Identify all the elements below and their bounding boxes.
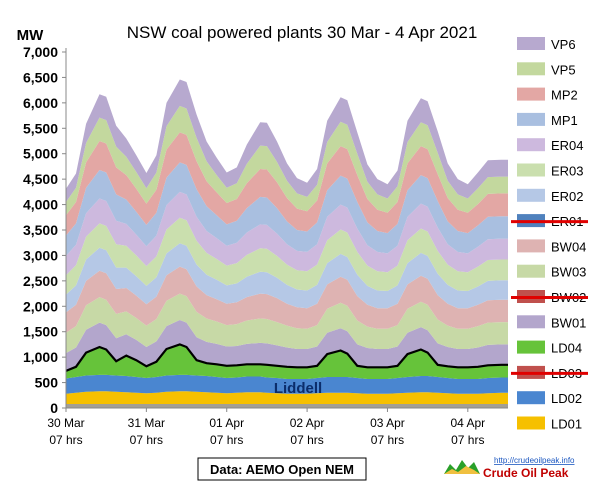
y-tick-label: 1,000	[23, 349, 58, 365]
source-box-frame	[197, 457, 367, 481]
legend-label: ER04	[551, 138, 584, 153]
legend-item-bw04: BW04	[517, 239, 586, 254]
y-tick-label: 7,000	[23, 44, 58, 60]
x-tick-label-hour: 07 hrs	[451, 433, 484, 447]
legend-label: LD01	[551, 417, 582, 432]
legend-item-bw01: BW01	[517, 315, 586, 330]
area-bw04	[66, 266, 508, 333]
area-mp1	[66, 162, 508, 256]
y-tick-label: 2,500	[23, 273, 58, 289]
legend-item-ld02: LD02	[517, 391, 582, 406]
area-series-group	[66, 79, 508, 408]
legend-item-mp1: MP1	[517, 112, 578, 128]
axes-group: 0 500 1,000 1,500 2,000 2,500 3,000 3,500 4,000 4…	[23, 44, 508, 447]
legend-label: MP1	[551, 113, 578, 128]
x-tick-label-date: 31 Mar	[128, 416, 165, 430]
y-axis-label: MW	[17, 27, 44, 44]
legend-item-er02: ER02	[517, 188, 584, 204]
x-tick-label-date: 01 Apr	[209, 416, 244, 430]
legend-item-ld03: LD03	[511, 365, 588, 381]
area-ld04	[66, 344, 508, 379]
y-tick-label: 2,000	[23, 298, 58, 314]
legend-swatch	[517, 87, 545, 101]
legend-label: ER03	[551, 164, 584, 179]
y-tick-label: 4,000	[23, 197, 58, 213]
area-er03	[66, 217, 508, 295]
x-tick-label-hour: 07 hrs	[49, 433, 82, 447]
logo-name: Crude Oil Peak	[483, 466, 569, 480]
area-ld01	[66, 391, 508, 408]
legend-label: LD02	[551, 391, 582, 406]
legend-label: ER02	[551, 189, 584, 204]
y-tick-label: 5,500	[23, 120, 58, 136]
legend-item-er04: ER04	[517, 138, 584, 153]
y-tick-label: 500	[35, 375, 59, 391]
legend-label: BW04	[551, 239, 586, 254]
legend-swatch	[517, 315, 545, 329]
y-tick-label: 5,000	[23, 146, 58, 162]
legend-item-vp6: VP6	[517, 37, 576, 52]
liddell-line	[65, 343, 508, 372]
base-strip	[66, 404, 508, 408]
chart-title: NSW coal powered plants 30 Mar - 4 Apr 2…	[127, 23, 478, 42]
x-tick-label-date: 03 Apr	[370, 416, 405, 430]
legend-label: VP6	[551, 37, 576, 52]
legend-label: LD04	[551, 341, 582, 356]
y-tick-label: 1,500	[23, 324, 58, 340]
x-tick-label-date: 02 Apr	[290, 416, 325, 430]
legend-label: VP5	[551, 62, 576, 77]
logo-url: http://crudeoilpeak.info	[494, 456, 575, 465]
legend-swatch	[517, 416, 545, 430]
source-box-text: Data: AEMO Open NEM	[210, 462, 354, 477]
y-tick-label: 3,000	[23, 247, 58, 263]
area-vp5	[66, 105, 508, 216]
x-tick-label-hour: 07 hrs	[210, 433, 243, 447]
legend-swatch	[517, 239, 545, 253]
area-ld02	[66, 374, 508, 394]
legend-swatch	[517, 264, 545, 278]
legend-label: BW01	[551, 315, 586, 330]
legend-swatch	[517, 37, 545, 50]
legend-label: BW03	[551, 265, 586, 280]
x-tick-label-hour: 07 hrs	[290, 433, 323, 447]
logo-graphic-fill	[444, 466, 480, 474]
legend-label: MP2	[551, 88, 578, 103]
legend-swatch	[517, 138, 545, 152]
legend-swatch	[517, 188, 545, 202]
area-bw03	[66, 293, 508, 354]
legend-item-er03: ER03	[517, 163, 584, 179]
area-er02	[66, 243, 508, 313]
x-tick-label-date: 04 Apr	[450, 416, 485, 430]
y-tick-label: 3,500	[23, 222, 58, 238]
liddell-group: Liddell	[65, 343, 508, 397]
source-box: Data: AEMO Open NEM	[197, 457, 367, 481]
logo: http://crudeoilpeak.info Crude Oil Peak	[444, 456, 575, 480]
legend-swatch	[517, 340, 545, 354]
y-tick-label: 6,000	[23, 95, 58, 111]
area-mp2	[66, 132, 508, 236]
y-tick-label: 0	[50, 400, 58, 416]
area-er04	[66, 191, 508, 276]
legend-item-bw02: BW02	[511, 290, 588, 305]
legend-item-er01: ER01	[511, 214, 588, 229]
legend-item-bw03: BW03	[517, 264, 586, 280]
legend-item-ld01: LD01	[517, 416, 582, 432]
y-tick-label: 6,500	[23, 69, 58, 85]
legend-swatch	[517, 163, 545, 177]
legend-swatch	[517, 391, 545, 405]
x-tick-label-hour: 07 hrs	[130, 433, 163, 447]
legend-item-mp2: MP2	[517, 87, 578, 103]
y-tick-label: 4,500	[23, 171, 58, 187]
area-vp6	[66, 79, 508, 202]
legend-item-vp5: VP5	[517, 62, 576, 77]
area-bw01	[66, 320, 508, 371]
legend-swatch	[517, 62, 545, 76]
x-tick-label-date: 30 Mar	[47, 416, 84, 430]
legend: VP6 VP5 MP2 MP1 ER04 ER03 ER02 ER01 BW04 BW03 BW02…	[511, 37, 588, 432]
x-tick-label-hour: 07 hrs	[371, 433, 404, 447]
legend-item-ld04: LD04	[517, 340, 582, 356]
liddell-label: Liddell	[274, 380, 322, 397]
legend-swatch	[517, 112, 545, 126]
